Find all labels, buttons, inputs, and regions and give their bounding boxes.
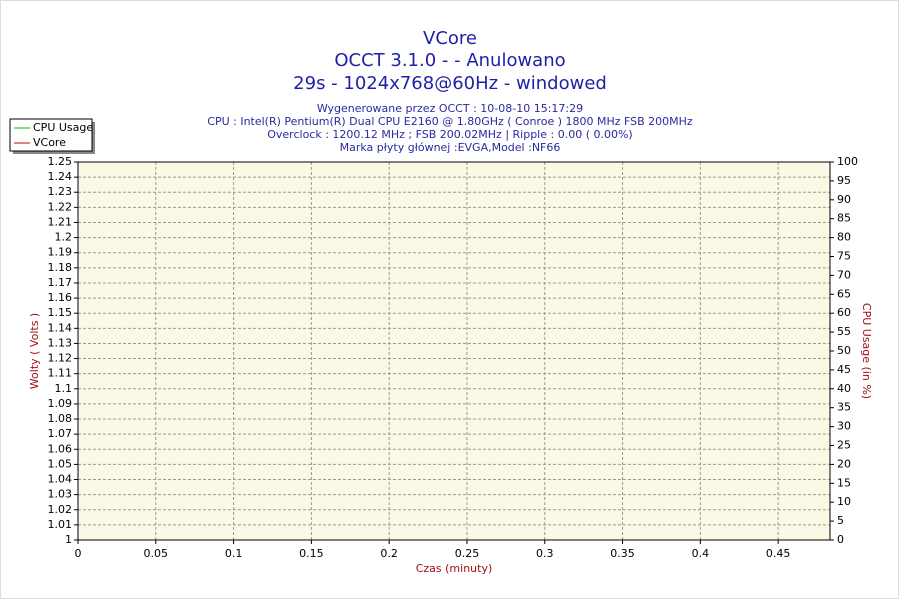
y2-tick-label: 0	[837, 533, 844, 546]
subtitle: CPU : Intel(R) Pentium(R) Dual CPU E2160…	[207, 115, 693, 128]
x-tick-label: 0.3	[536, 547, 554, 560]
y2-tick-label: 75	[837, 250, 851, 263]
y-tick-label: 1.02	[48, 503, 73, 516]
y2-tick-label: 70	[837, 268, 851, 281]
y-tick-label: 1.03	[48, 488, 73, 501]
chart-title-line: OCCT 3.1.0 - - Anulowano	[334, 50, 565, 71]
y2-tick-label: 5	[837, 514, 844, 527]
y-tick-label: 1.16	[48, 291, 73, 304]
y2-tick-label: 15	[837, 476, 851, 489]
y-tick-label: 1.2	[55, 231, 73, 244]
x-axis-label: Czas (minuty)	[416, 562, 493, 575]
y2-tick-label: 10	[837, 495, 851, 508]
y2-tick-label: 45	[837, 363, 851, 376]
y-tick-label: 1.11	[48, 367, 73, 380]
y-tick-label: 1.21	[48, 215, 73, 228]
x-tick-label: 0.45	[766, 547, 791, 560]
y2-tick-label: 40	[837, 382, 851, 395]
y-tick-label: 1.25	[48, 155, 73, 168]
y-tick-label: 1.22	[48, 200, 73, 213]
y-tick-label: 1.07	[48, 427, 73, 440]
y2-tick-label: 80	[837, 231, 851, 244]
subtitle: Overclock : 1200.12 MHz ; FSB 200.02MHz …	[267, 128, 632, 141]
legend-label: CPU Usage	[33, 121, 93, 134]
y-tick-label: 1.04	[48, 473, 73, 486]
y-tick-label: 1.13	[48, 336, 73, 349]
y2-tick-label: 30	[837, 420, 851, 433]
y-tick-label: 1.14	[48, 321, 73, 334]
y-tick-label: 1.01	[48, 518, 73, 531]
chart-title: VCore	[423, 28, 477, 49]
x-tick-label: 0.25	[455, 547, 480, 560]
chart-title-line: 29s - 1024x768@60Hz - windowed	[293, 73, 607, 94]
y2-axis-label: CPU Usage (in %)	[860, 303, 873, 399]
x-tick-label: 0.05	[144, 547, 169, 560]
y2-tick-label: 100	[837, 155, 858, 168]
y-tick-label: 1.08	[48, 412, 73, 425]
y-tick-label: 1.06	[48, 442, 73, 455]
y2-tick-label: 50	[837, 344, 851, 357]
y2-tick-label: 95	[837, 174, 851, 187]
legend-label: VCore	[33, 136, 66, 149]
y2-tick-label: 60	[837, 306, 851, 319]
y2-tick-label: 55	[837, 325, 851, 338]
y-tick-label: 1.1	[55, 382, 73, 395]
y-tick-label: 1	[65, 533, 72, 546]
y-tick-label: 1.19	[48, 246, 73, 259]
y-tick-label: 1.24	[48, 170, 73, 183]
y-tick-label: 1.23	[48, 185, 73, 198]
y2-tick-label: 85	[837, 212, 851, 225]
x-tick-label: 0.35	[610, 547, 635, 560]
legend-box	[9, 118, 93, 152]
y-tick-label: 1.17	[48, 276, 73, 289]
y-tick-label: 1.15	[48, 306, 73, 319]
x-tick-label: 0	[75, 547, 82, 560]
plot-area	[78, 162, 830, 540]
subtitle: Wygenerowane przez OCCT : 10-08-10 15:17…	[317, 102, 583, 115]
y2-tick-label: 90	[837, 193, 851, 206]
y2-tick-label: 35	[837, 401, 851, 414]
y-tick-label: 1.05	[48, 457, 73, 470]
y2-tick-label: 20	[837, 457, 851, 470]
x-tick-label: 0.1	[225, 547, 243, 560]
x-tick-label: 0.15	[299, 547, 324, 560]
x-tick-label: 0.2	[380, 547, 398, 560]
subtitle: Marka płyty głównej :EVGA,Model :NF66	[340, 141, 561, 154]
x-tick-label: 0.4	[692, 547, 710, 560]
plot-border	[77, 161, 831, 541]
y2-tick-label: 25	[837, 439, 851, 452]
y-axis-label: Wolty ( Volts )	[28, 313, 41, 389]
y-tick-label: 1.12	[48, 352, 73, 365]
y-tick-label: 1.09	[48, 397, 73, 410]
y-tick-label: 1.18	[48, 261, 73, 274]
y2-tick-label: 65	[837, 287, 851, 300]
